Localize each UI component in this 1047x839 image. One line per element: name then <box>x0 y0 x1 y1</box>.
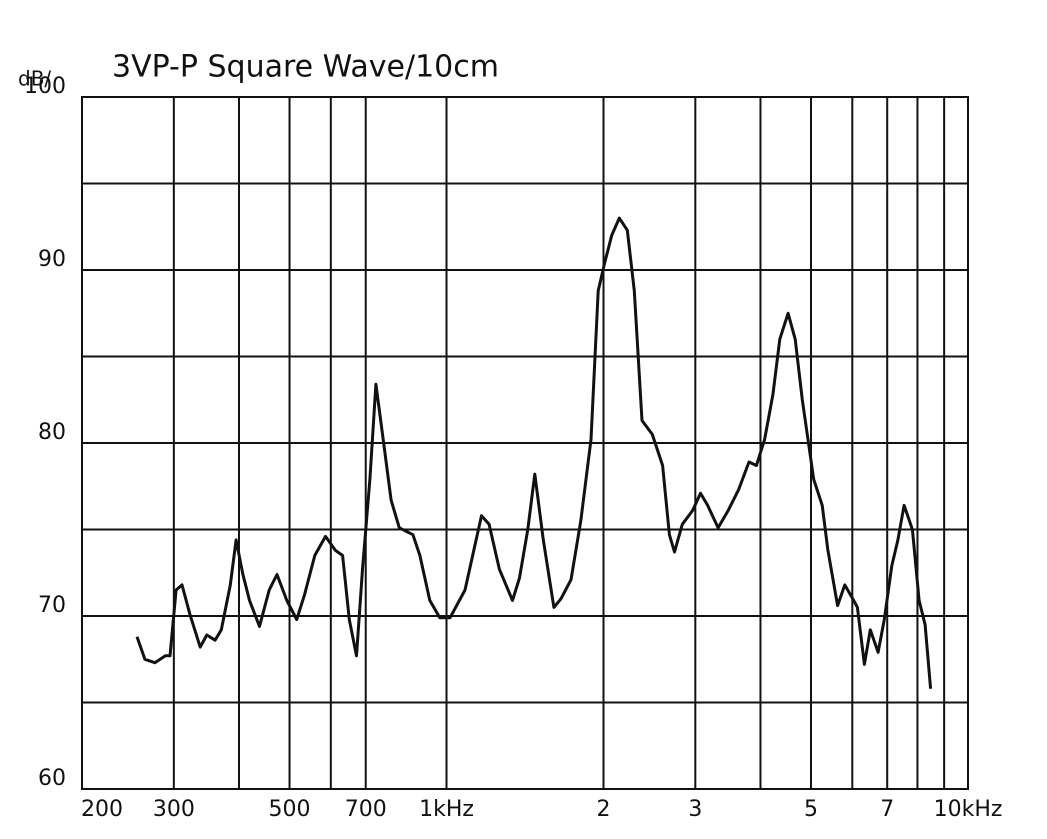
x-tick-label: 10kHz <box>934 797 1003 822</box>
y-tick-label: 60 <box>38 766 66 791</box>
x-tick-label: 300 <box>153 797 195 822</box>
x-tick-label: 500 <box>269 797 311 822</box>
x-tick-label: 200 <box>81 797 123 822</box>
plot-frame <box>81 96 969 790</box>
x-tick-label: 7 <box>880 797 894 822</box>
y-tick-label: 80 <box>38 420 66 445</box>
x-tick-label: 2 <box>596 797 610 822</box>
x-tick-label: 700 <box>345 797 387 822</box>
y-tick-label: 90 <box>38 247 66 272</box>
x-tick-label: 5 <box>804 797 818 822</box>
x-tick-label: 1kHz <box>419 797 474 822</box>
y-axis-label: dB/ <box>18 67 51 91</box>
chart-title: 3VP-P Square Wave/10cm <box>112 50 499 85</box>
x-tick-label: 3 <box>688 797 702 822</box>
response-line <box>135 216 933 689</box>
y-tick-label: 70 <box>38 593 66 618</box>
y-tick-label: 100 <box>24 74 66 99</box>
